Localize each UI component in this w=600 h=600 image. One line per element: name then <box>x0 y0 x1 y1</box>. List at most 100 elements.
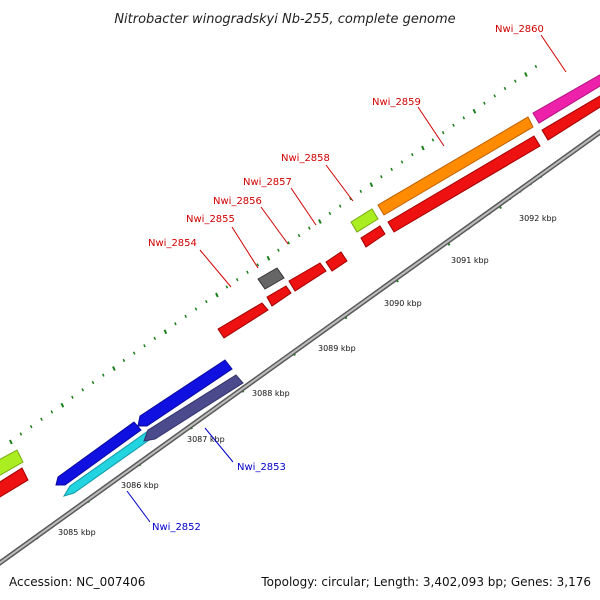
gene-grey[interactable] <box>257 267 285 290</box>
gene-label[interactable]: Nwi_2855 <box>186 214 235 225</box>
minor-tick <box>524 72 528 77</box>
tick-label: 3087 kbp <box>187 435 225 444</box>
tick-label: 3088 kbp <box>252 389 290 398</box>
minor-tick <box>431 138 435 142</box>
gene-label[interactable]: Nwi_2852 <box>152 522 201 533</box>
gene-left-green[interactable] <box>0 449 24 478</box>
minor-tick <box>205 300 208 304</box>
gene-label[interactable]: Nwi_2859 <box>372 97 421 108</box>
gene-nwi-2854[interactable] <box>217 302 269 339</box>
minor-tick <box>277 248 280 252</box>
minor-tick <box>9 439 13 445</box>
gene-label[interactable]: Nwi_2860 <box>495 24 544 35</box>
minor-tick <box>184 314 187 318</box>
tick-label: 3085 kbp <box>58 528 96 537</box>
feature-band <box>0 72 600 500</box>
minor-tick <box>390 167 393 171</box>
gene-label[interactable]: Nwi_2858 <box>281 153 330 164</box>
minor-tick <box>534 64 538 69</box>
minor-tick <box>514 79 517 83</box>
minor-tick <box>318 219 322 224</box>
minor-tick <box>421 145 425 151</box>
gene-label[interactable]: Nwi_2853 <box>237 462 286 473</box>
minor-tick <box>163 329 168 335</box>
gene-blue-2[interactable] <box>137 359 233 427</box>
minor-tick <box>503 86 507 91</box>
genome-summary: Topology: circular; Length: 3,402,093 bp… <box>261 575 591 589</box>
leader-line <box>204 427 234 463</box>
minor-tick <box>246 270 249 274</box>
gene-nwi-2858[interactable] <box>350 208 379 233</box>
leader-line <box>325 164 354 202</box>
gene-nwi-2856[interactable] <box>288 262 327 292</box>
gene-label-lines <box>126 34 567 523</box>
minor-tick <box>462 116 466 120</box>
minor-tick <box>143 344 146 348</box>
minor-tick <box>174 322 177 326</box>
leader-line <box>290 187 317 226</box>
minor-tick <box>81 388 84 392</box>
backbone <box>0 129 600 566</box>
map-title: Nitrobacter winogradskyi Nb-255, complet… <box>114 12 455 27</box>
minor-tick <box>493 94 496 98</box>
gene-nwi-2859[interactable] <box>377 116 534 216</box>
gene-left-red[interactable] <box>0 467 29 500</box>
minor-tick <box>29 424 33 429</box>
leader-line <box>231 226 259 269</box>
minor-tick <box>102 373 105 377</box>
leader-line <box>540 34 567 73</box>
minor-tick <box>215 292 219 298</box>
gene-red-long[interactable] <box>387 135 541 233</box>
minor-tick <box>235 277 239 282</box>
gene-nwi-2860[interactable] <box>532 72 600 124</box>
leader-line <box>126 490 151 523</box>
tick-label: 3090 kbp <box>384 299 422 308</box>
minor-tick <box>91 380 95 385</box>
tick-label: 3092 kbp <box>519 214 557 223</box>
gene-red-edge[interactable] <box>541 93 600 141</box>
minor-tick <box>256 263 260 267</box>
minor-tick <box>112 366 116 371</box>
tick-label: 3086 kbp <box>121 481 159 490</box>
minor-tick <box>132 351 136 355</box>
minor-tick <box>122 358 126 363</box>
minor-tick <box>266 255 271 261</box>
minor-tick <box>411 153 414 157</box>
gene-label[interactable]: Nwi_2857 <box>243 177 292 188</box>
minor-tick <box>50 410 54 414</box>
minor-tick <box>308 226 311 230</box>
minor-tick <box>380 175 383 179</box>
gene-label[interactable]: Nwi_2854 <box>148 238 197 249</box>
minor-tick <box>19 432 23 436</box>
minor-tick <box>472 108 477 114</box>
minor-tick <box>71 395 74 399</box>
tick-label: 3091 kbp <box>451 256 489 265</box>
minor-tick <box>225 285 229 289</box>
gene-nwi-2852[interactable] <box>62 430 153 497</box>
leader-line <box>417 106 445 147</box>
gene-labels: Nwi_2852 Nwi_2853 Nwi_2854 Nwi_2855 Nwi_2856… <box>148 24 544 533</box>
gene-label[interactable]: Nwi_2856 <box>213 196 262 207</box>
minor-tick <box>194 307 198 311</box>
minor-tick <box>40 417 43 421</box>
gene-nwi-2853[interactable] <box>143 374 244 442</box>
gene-nwi-2855[interactable] <box>266 285 292 307</box>
leader-line <box>199 249 232 288</box>
gene-blue-1[interactable] <box>55 421 142 486</box>
minor-tick <box>153 336 157 341</box>
minor-tick <box>441 130 445 135</box>
minor-tick <box>359 189 363 194</box>
minor-tick <box>328 211 332 216</box>
tick-labels: 3085 kbp 3086 kbp 3087 kbp 3088 kbp 3089 kbp… <box>58 214 557 537</box>
tick-label: 3089 kbp <box>318 344 356 353</box>
minor-tick <box>400 160 404 164</box>
minor-tick <box>452 123 455 127</box>
minor-tick <box>287 241 290 245</box>
leader-line <box>260 206 289 245</box>
minor-tick <box>297 233 301 238</box>
gene-nwi-2857[interactable] <box>325 251 348 272</box>
minor-tick <box>483 101 486 105</box>
accession-label: Accession: NC_007406 <box>9 575 146 589</box>
gene-nwi-2858-b[interactable] <box>360 225 386 248</box>
